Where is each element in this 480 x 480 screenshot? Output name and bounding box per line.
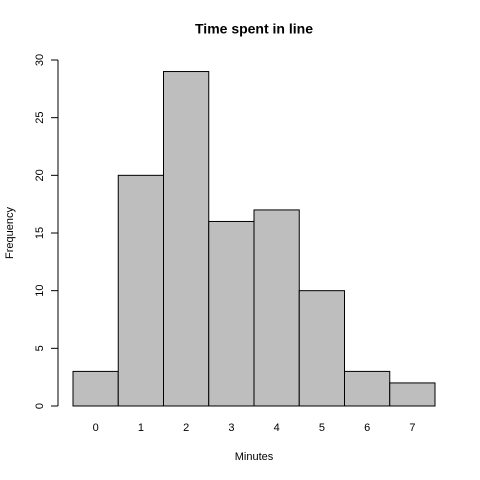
y-axis-label: Frequency [4,207,16,259]
x-tick-label: 3 [228,422,234,434]
x-tick-label: 2 [183,422,189,434]
y-tick-label: 15 [34,227,46,239]
bar [208,220,255,407]
bar [344,370,391,407]
x-tick-label: 7 [409,422,415,434]
bar [117,174,164,407]
x-axis-label: Minutes [235,451,274,463]
x-tick-label: 5 [319,422,325,434]
y-tick-label: 25 [34,112,46,124]
y-tick-label: 0 [34,403,46,409]
bar [163,71,210,407]
x-tick-label: 4 [274,422,280,434]
bar [72,370,119,407]
x-tick-label: 0 [93,422,99,434]
bar [253,209,300,407]
bar [298,290,345,407]
y-tick-label: 10 [34,285,46,297]
y-tick-label: 30 [34,54,46,66]
bar [389,382,436,407]
y-tick-label: 20 [34,169,46,181]
chart-title: Time spent in line [195,21,313,37]
x-tick-label: 1 [138,422,144,434]
x-tick-label: 6 [364,422,370,434]
y-tick-label: 5 [34,345,46,351]
